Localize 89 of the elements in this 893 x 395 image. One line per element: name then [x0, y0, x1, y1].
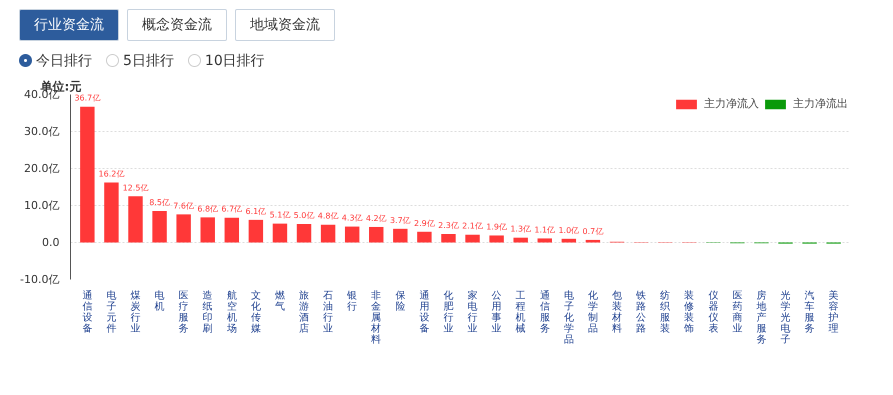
data-label: 6.8亿 — [197, 204, 218, 214]
x-tick-label: 航空机场 — [226, 290, 237, 334]
x-tick-label: 电子化学品 — [564, 290, 574, 346]
x-tick-label: 煤炭行业 — [130, 290, 140, 334]
bar — [513, 238, 528, 242]
data-label: 5.0亿 — [294, 211, 314, 220]
bar — [489, 235, 504, 242]
y-tick-label: 30.0亿 — [24, 125, 60, 138]
y-tick-label: 20.0亿 — [24, 162, 60, 175]
bar — [441, 234, 456, 242]
bar — [128, 196, 143, 242]
y-tick-label: -10.0亿 — [20, 273, 60, 286]
x-tick-label: 石油行业 — [323, 290, 334, 334]
x-tick-label: 仪器仪表 — [708, 290, 718, 334]
bar — [393, 228, 408, 242]
x-tick-label: 造纸印刷 — [202, 290, 213, 334]
bar — [224, 218, 240, 242]
bar — [104, 182, 119, 242]
x-tick-label: 医疗服务 — [178, 290, 189, 334]
x-tick-label: 工程机械 — [516, 290, 526, 334]
bar — [417, 232, 432, 242]
data-label: 7.6亿 — [173, 201, 194, 210]
bar — [344, 226, 360, 242]
bar — [320, 224, 336, 242]
x-tick-label: 医药商业 — [732, 290, 742, 334]
x-tick-label: 房地产服务 — [755, 290, 766, 346]
data-label: 12.5亿 — [122, 183, 148, 192]
bar — [152, 211, 167, 242]
x-tick-label: 化肥行业 — [443, 290, 454, 334]
data-label: 36.7亿 — [74, 94, 100, 103]
text: 概念资金流 — [127, 9, 227, 41]
x-tick-label: 包装材料 — [610, 290, 622, 334]
x-tick-label: 电子元件 — [106, 290, 116, 334]
text: 行业资金流 — [19, 9, 119, 41]
x-tick-label: 汽车服务 — [804, 290, 815, 334]
data-label: 1.9亿 — [486, 222, 507, 232]
x-tick-label: 光学光电子 — [780, 290, 790, 346]
x-tick-label: 化学制品 — [588, 290, 598, 334]
text: 5日排行 — [122, 52, 174, 71]
data-label: 2.3亿 — [438, 220, 459, 230]
x-tick-label: 纺织服装 — [660, 290, 670, 334]
data-label: 3.7亿 — [390, 216, 411, 225]
bar — [369, 226, 384, 242]
data-label: 4.2亿 — [366, 214, 387, 223]
text: 地域资金流 — [235, 9, 335, 41]
bar — [562, 238, 576, 242]
x-tick-label: 家电行业 — [468, 290, 478, 334]
data-label: 0.7亿 — [582, 226, 604, 236]
data-label: 2.1亿 — [462, 222, 483, 231]
y-tick-label: 10.0亿 — [24, 199, 60, 212]
data-label: 5.1亿 — [270, 210, 290, 220]
text: 10日排行 — [204, 52, 265, 71]
bar — [296, 224, 312, 242]
legend-label: 主力净流入 — [704, 96, 759, 111]
x-tick-label: 非金属材料 — [370, 290, 382, 346]
data-label: 1.3亿 — [510, 224, 532, 234]
data-label: 16.2亿 — [98, 170, 124, 179]
data-label: 4.8亿 — [318, 212, 338, 221]
x-tick-label: 银行 — [346, 290, 358, 312]
bar — [248, 220, 264, 242]
data-label: 1.0亿 — [558, 226, 580, 235]
x-tick-label: 通信设备 — [82, 290, 92, 334]
data-label: 1.1亿 — [534, 225, 556, 234]
bar — [538, 238, 552, 242]
x-tick-label: 电机 — [154, 290, 165, 312]
bar — [200, 217, 215, 242]
bar — [176, 214, 191, 242]
x-tick-label: 公用事业 — [492, 290, 502, 334]
x-tick-label: 燃气 — [274, 290, 285, 312]
x-tick-label: 旅游酒店 — [299, 290, 310, 334]
x-tick-label: 装修装饰 — [683, 290, 694, 334]
data-label: 4.3亿 — [342, 214, 363, 223]
bar — [80, 106, 95, 242]
legend-label: 主力净流出 — [793, 96, 848, 111]
y-tick-label: 0.0 — [42, 236, 60, 249]
data-label: 2.9亿 — [414, 218, 435, 228]
data-label: 6.1亿 — [246, 206, 266, 216]
text: 今日排行 — [35, 52, 92, 71]
x-tick-label: 美容护理 — [828, 290, 839, 334]
x-tick-label: 铁路公路 — [635, 290, 646, 334]
x-tick-label: 文化传媒 — [250, 290, 261, 334]
bar — [272, 224, 288, 242]
data-label: 6.7亿 — [221, 204, 242, 214]
data-label: 8.5亿 — [149, 198, 170, 208]
x-tick-label: 通信服务 — [540, 290, 550, 334]
bar — [586, 240, 600, 242]
bar — [465, 234, 480, 242]
x-tick-label: 通用设备 — [419, 290, 430, 334]
x-tick-label: 保险 — [395, 290, 406, 312]
